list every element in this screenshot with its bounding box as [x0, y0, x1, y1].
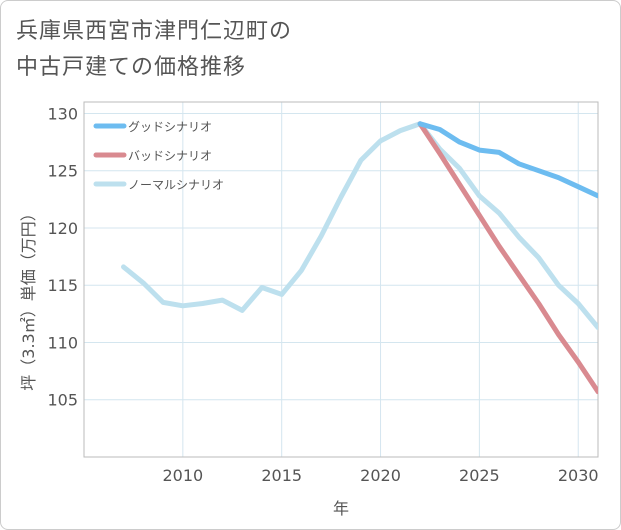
x-tick-label: 2010: [162, 466, 203, 485]
series-line-2: [121, 121, 598, 331]
ticks: 2010 2015 2020 2025 2030 105 110 115 120 125 130: [47, 104, 598, 485]
chart-title: 兵庫県西宮市津門仁辺町の 中古戸建ての価格推移: [16, 14, 292, 86]
x-tick-label: 2015: [261, 466, 302, 485]
grid: [84, 102, 598, 457]
y-tick-label: 110: [47, 333, 78, 352]
legend-label: グッドシナリオ: [128, 120, 212, 134]
x-tick-label: 2020: [360, 466, 401, 485]
y-axis-title: 坪（3.3㎡）単価（万円）: [19, 205, 38, 390]
legend-label: バッドシナリオ: [128, 149, 212, 163]
x-tick-label: 2025: [459, 466, 500, 485]
y-tick-label: 115: [47, 276, 78, 295]
y-tick-label: 105: [47, 391, 78, 410]
title-line-1: 兵庫県西宮市津門仁辺町の: [16, 19, 293, 44]
series-group: [121, 121, 598, 395]
series-line-0: [417, 121, 598, 199]
x-axis-title: 年: [333, 499, 349, 518]
title-line-2: 中古戸建ての価格推移: [16, 55, 247, 80]
series-line-1: [417, 121, 598, 395]
y-tick-label: 125: [47, 162, 78, 181]
legend-label: ノーマルシナリオ: [128, 178, 224, 192]
x-tick-label: 2030: [558, 466, 599, 485]
y-tick-label: 130: [47, 104, 78, 123]
y-tick-label: 120: [47, 219, 78, 238]
plot-area: [83, 101, 599, 458]
